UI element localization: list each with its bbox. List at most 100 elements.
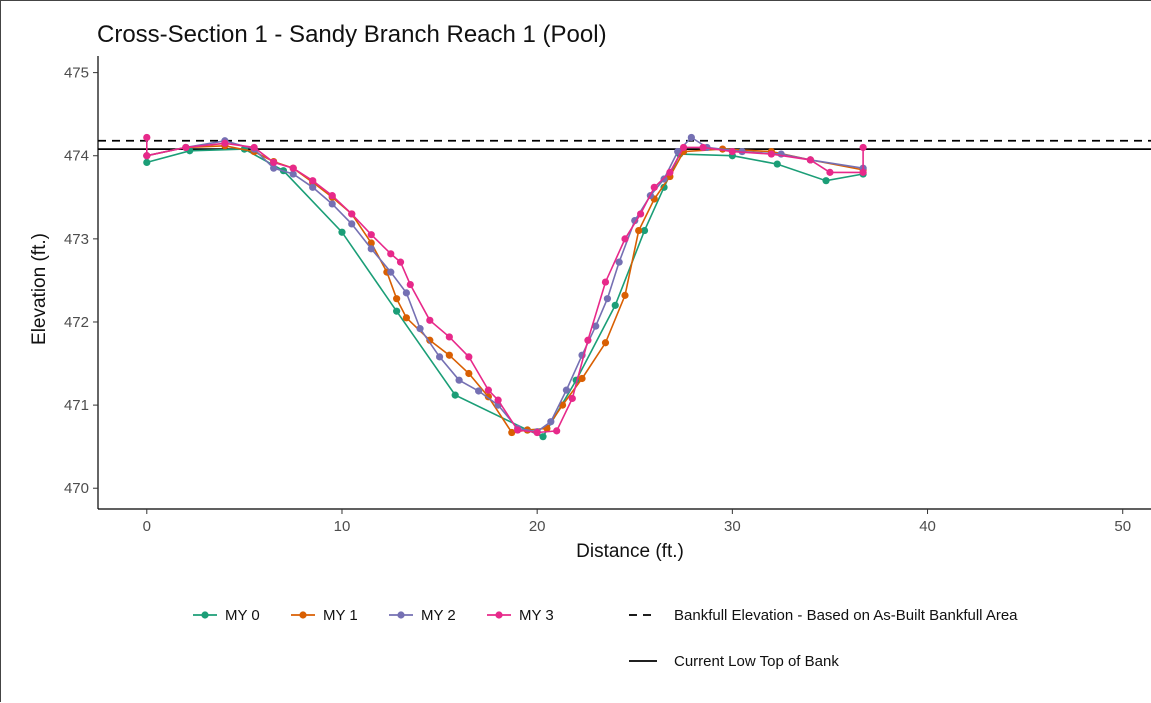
legend-item-my-3: MY 3	[487, 607, 554, 624]
data-point	[396, 258, 405, 266]
series-line	[146, 144, 864, 434]
data-point	[553, 427, 561, 435]
data-point	[728, 147, 736, 156]
legend-item-low-top-of-bank: Current Low Top of Bank	[629, 653, 839, 670]
legend: MY 0 MY 1 MY 2 MY 3 Bankfull Elevation - Bas…	[193, 607, 1018, 670]
data-point	[767, 150, 775, 158]
series-my-1	[143, 142, 867, 437]
data-point	[687, 133, 695, 142]
data-point	[402, 289, 410, 297]
data-point	[451, 391, 459, 399]
data-point	[221, 139, 229, 147]
data-point	[348, 220, 356, 228]
x-tick-label: 50	[1114, 518, 1131, 535]
data-point	[270, 164, 278, 172]
data-point	[562, 386, 571, 394]
legend-label: MY 1	[323, 607, 358, 624]
data-point	[859, 143, 867, 152]
data-point	[806, 156, 815, 164]
data-point	[309, 183, 317, 191]
x-tick-label: 20	[529, 518, 546, 535]
axes: 0 10 20 30 40 50 470 471 472 473 474 475	[64, 56, 1151, 535]
data-point	[621, 235, 629, 243]
data-point	[547, 418, 555, 426]
data-point	[393, 307, 401, 315]
data-point	[289, 170, 297, 178]
data-point	[402, 314, 410, 322]
y-tick-label: 471	[64, 397, 89, 414]
data-point	[822, 177, 830, 185]
x-tick-label: 40	[919, 518, 936, 535]
data-point	[650, 183, 658, 191]
data-point	[539, 433, 547, 441]
x-tick-label: 10	[334, 518, 351, 535]
data-point	[426, 336, 434, 344]
legend-item-my-0: MY 0	[193, 607, 260, 624]
data-point	[426, 316, 434, 324]
data-point	[679, 143, 688, 152]
series-my-3	[143, 133, 867, 437]
legend-swatch-point	[397, 611, 405, 619]
data-point	[367, 239, 375, 247]
data-point	[621, 291, 629, 299]
legend-item-my-1: MY 1	[291, 607, 358, 624]
data-point	[601, 278, 610, 286]
data-point	[270, 158, 278, 166]
data-point	[666, 168, 674, 176]
data-point	[699, 143, 707, 152]
data-point	[826, 168, 834, 176]
data-point	[367, 231, 375, 239]
data-point	[603, 295, 612, 303]
data-point	[416, 325, 424, 333]
data-point	[859, 168, 867, 176]
series-my-2	[143, 133, 867, 436]
data-point	[435, 353, 444, 361]
x-tick-label: 30	[724, 518, 741, 535]
data-point	[584, 336, 592, 344]
data-point	[367, 245, 375, 253]
data-point	[387, 268, 395, 276]
data-point	[143, 152, 151, 160]
data-point	[660, 183, 668, 191]
data-point	[143, 133, 151, 142]
legend-item-my-2: MY 2	[389, 607, 456, 624]
series-line	[146, 136, 864, 433]
legend-swatch-point	[299, 611, 307, 619]
series-my-0	[143, 145, 867, 441]
data-point	[445, 333, 453, 341]
data-point	[637, 210, 645, 218]
chart-title: Cross-Section 1 - Sandy Branch Reach 1 (…	[97, 21, 607, 48]
series-layer	[143, 133, 867, 441]
series-line	[146, 137, 864, 434]
y-tick-label: 473	[64, 231, 89, 248]
data-point	[338, 228, 346, 236]
legend-label: Current Low Top of Bank	[674, 653, 839, 670]
data-point	[289, 164, 297, 172]
data-point	[348, 210, 356, 218]
data-point	[328, 192, 336, 200]
y-tick-label: 474	[64, 148, 89, 165]
data-point	[250, 143, 258, 152]
y-tick-label: 475	[64, 65, 89, 82]
x-tick-label: 0	[143, 518, 151, 535]
data-point	[143, 158, 151, 166]
data-point	[182, 143, 190, 152]
data-point	[393, 295, 401, 303]
data-point	[635, 226, 643, 235]
y-tick-label: 470	[64, 480, 89, 497]
data-point	[445, 351, 453, 359]
data-point	[508, 428, 516, 437]
x-axis-title: Distance (ft.)	[576, 541, 684, 562]
data-point	[475, 387, 483, 395]
legend-label: MY 2	[421, 607, 456, 624]
data-point	[568, 394, 576, 403]
y-tick-label: 472	[64, 314, 89, 331]
legend-label: Bankfull Elevation - Based on As-Built B…	[674, 607, 1018, 624]
data-point	[773, 160, 781, 168]
data-point	[484, 386, 492, 394]
data-point	[328, 200, 336, 208]
data-point	[533, 428, 541, 437]
data-point	[578, 374, 586, 383]
series-line	[146, 148, 864, 438]
